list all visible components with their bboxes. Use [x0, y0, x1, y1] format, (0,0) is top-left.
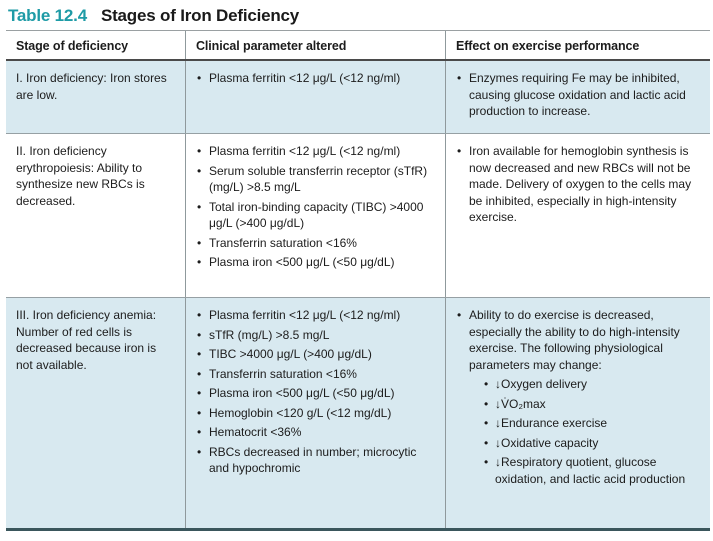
list-item: Plasma ferritin <12 μg/L (<12 ng/ml) [196, 70, 435, 87]
list-item: ↓V̇O₂max [483, 396, 700, 413]
list-item: Plasma iron <500 μg/L (<50 μg/dL) [196, 254, 435, 271]
stage-1-text: I. Iron deficiency: Iron stores are low. [16, 71, 167, 102]
list-item: Transferrin saturation <16% [196, 366, 435, 383]
list-item: Ability to do exercise is decreased, esp… [456, 307, 700, 487]
cell-stage-2: II. Iron deficiency erythropoiesis: Abil… [6, 134, 185, 297]
effect-1-list: Enzymes requiring Fe may be inhibited, c… [456, 70, 700, 120]
effect-3-sublist: ↓Oxygen delivery ↓V̇O₂max ↓Endurance exe… [483, 376, 700, 487]
list-item: Plasma ferritin <12 μg/L (<12 ng/ml) [196, 307, 435, 324]
clinical-3-list: Plasma ferritin <12 μg/L (<12 ng/ml) sTf… [196, 307, 435, 477]
table-row-stage-1: I. Iron deficiency: Iron stores are low.… [6, 61, 710, 134]
table-row-stage-2: II. Iron deficiency erythropoiesis: Abil… [6, 134, 710, 298]
list-item: Hematocrit <36% [196, 424, 435, 441]
list-item: Iron available for hemoglobin synthesis … [456, 143, 700, 226]
list-item: TIBC >4000 μg/L (>400 μg/dL) [196, 346, 435, 363]
cell-stage-1: I. Iron deficiency: Iron stores are low. [6, 61, 185, 133]
cell-clinical-2: Plasma ferritin <12 μg/L (<12 ng/ml) Ser… [185, 134, 445, 297]
cell-effect-2: Iron available for hemoglobin synthesis … [445, 134, 710, 297]
iron-deficiency-table: Stage of deficiency Clinical parameter a… [6, 30, 710, 531]
list-item: RBCs decreased in number; microcytic and… [196, 444, 435, 477]
stage-3-text: III. Iron deficiency anemia: Number of r… [16, 308, 157, 372]
effect-2-list: Iron available for hemoglobin synthesis … [456, 143, 700, 226]
cell-clinical-1: Plasma ferritin <12 μg/L (<12 ng/ml) [185, 61, 445, 133]
list-item: ↓Endurance exercise [483, 415, 700, 432]
effect-3-list: Ability to do exercise is decreased, esp… [456, 307, 700, 487]
header-cell-clinical: Clinical parameter altered [185, 31, 445, 59]
stage-2-text: II. Iron deficiency erythropoiesis: Abil… [16, 144, 145, 208]
list-item: Transferrin saturation <16% [196, 235, 435, 252]
list-item: Serum soluble transferrin receptor (sTfR… [196, 163, 435, 196]
cell-effect-1: Enzymes requiring Fe may be inhibited, c… [445, 61, 710, 133]
table-header-row: Stage of deficiency Clinical parameter a… [6, 31, 710, 61]
table-title: Table 12.4 Stages of Iron Deficiency [0, 0, 713, 30]
list-item: Plasma ferritin <12 μg/L (<12 ng/ml) [196, 143, 435, 160]
clinical-2-list: Plasma ferritin <12 μg/L (<12 ng/ml) Ser… [196, 143, 435, 271]
table-title-text: Stages of Iron Deficiency [100, 6, 300, 25]
list-item: Total iron-binding capacity (TIBC) >4000… [196, 199, 435, 232]
list-item: Hemoglobin <120 g/L (<12 mg/dL) [196, 405, 435, 422]
list-item: ↓Oxygen delivery [483, 376, 700, 393]
list-item: Enzymes requiring Fe may be inhibited, c… [456, 70, 700, 120]
table-row-stage-3: III. Iron deficiency anemia: Number of r… [6, 298, 710, 528]
clinical-1-list: Plasma ferritin <12 μg/L (<12 ng/ml) [196, 70, 435, 87]
list-item: ↓Respiratory quotient, glucose oxidation… [483, 454, 700, 487]
cell-stage-3: III. Iron deficiency anemia: Number of r… [6, 298, 185, 528]
cell-effect-3: Ability to do exercise is decreased, esp… [445, 298, 710, 528]
table-number-label: Table 12.4 [8, 6, 87, 25]
header-cell-effect: Effect on exercise performance [445, 31, 710, 59]
cell-clinical-3: Plasma ferritin <12 μg/L (<12 ng/ml) sTf… [185, 298, 445, 528]
list-item: ↓Oxidative capacity [483, 435, 700, 452]
header-cell-stage: Stage of deficiency [16, 39, 129, 53]
list-item: sTfR (mg/L) >8.5 mg/L [196, 327, 435, 344]
effect-3-intro: Ability to do exercise is decreased, esp… [469, 308, 680, 372]
list-item: Plasma iron <500 μg/L (<50 μg/dL) [196, 385, 435, 402]
